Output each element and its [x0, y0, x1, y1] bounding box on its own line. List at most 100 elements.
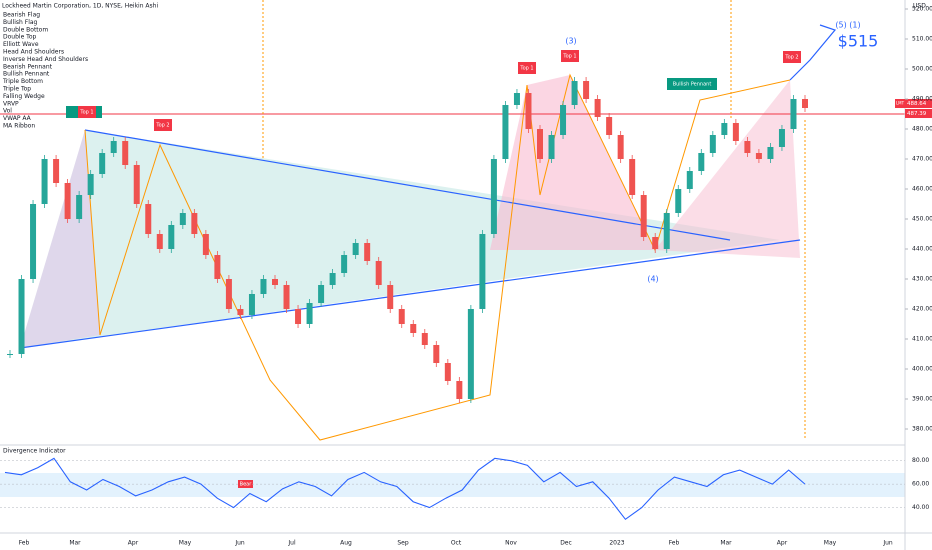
- price-label: 488.64: [907, 101, 927, 107]
- indicator-name: Vol: [3, 108, 12, 115]
- annotation: Top 1: [519, 66, 533, 72]
- candle: [663, 213, 670, 249]
- candle: [721, 123, 728, 135]
- candle: [76, 195, 83, 219]
- candle: [502, 105, 509, 159]
- y-tick-label: 510.00: [912, 36, 932, 43]
- wave-line: [84, 73, 791, 441]
- annotation: Top 2: [784, 55, 798, 61]
- x-tick-label: Dec: [560, 540, 572, 547]
- divergence-label: Bear: [240, 482, 253, 488]
- osc-line: [4, 457, 806, 521]
- pattern: [655, 80, 800, 258]
- y-tick-label: 480.00: [912, 126, 932, 133]
- label-box: [783, 51, 801, 63]
- candle: [652, 237, 659, 249]
- candle: [479, 234, 486, 309]
- candle: [560, 105, 567, 135]
- label-box: [561, 50, 579, 62]
- osc-tick-label: 80.00: [912, 457, 929, 464]
- candle: [571, 81, 578, 105]
- indicator-name: Triple Bottom: [2, 78, 43, 85]
- osc-title: Divergence Indicator: [3, 448, 66, 455]
- annotation: Top 1: [79, 110, 93, 116]
- y-tick-label: 460.00: [912, 186, 932, 193]
- y-tick-label: 450.00: [912, 216, 932, 223]
- candle: [410, 324, 417, 333]
- candle: [110, 141, 117, 153]
- candle: [179, 213, 186, 225]
- x-tick-label: Jun: [234, 540, 245, 547]
- indicator-name: Elliott Wave: [3, 41, 39, 48]
- candle: [629, 159, 636, 195]
- x-tick-label: Nov: [505, 540, 517, 547]
- y-tick-label: 440.00: [912, 246, 932, 253]
- candle: [583, 81, 590, 99]
- candle: [513, 93, 520, 105]
- candle: [467, 309, 474, 399]
- indicator-name: Double Top: [3, 34, 36, 41]
- label-box: [78, 106, 96, 118]
- y-tick-label: 500.00: [912, 66, 932, 73]
- candle: [537, 129, 543, 159]
- candle: [214, 255, 221, 279]
- candle: [732, 123, 739, 141]
- currency: USD: [913, 3, 926, 10]
- candle: [64, 183, 71, 219]
- x-tick-label: May: [824, 540, 837, 547]
- osc-tick-label: 60.00: [912, 481, 929, 488]
- candle: [156, 234, 163, 249]
- candle: [617, 135, 624, 159]
- candle: [525, 93, 532, 129]
- label-box: [518, 62, 536, 74]
- annotation: Top 1: [562, 54, 576, 60]
- candle: [755, 153, 762, 159]
- x-tick-label: Jul: [287, 540, 296, 547]
- candle: [145, 204, 152, 234]
- candle: [709, 135, 716, 153]
- candle: [248, 294, 255, 315]
- indicator-name: Bullish Pennant: [3, 71, 50, 78]
- candle: [548, 135, 555, 159]
- candle: [30, 204, 37, 279]
- pattern: [20, 130, 100, 348]
- candle: [260, 279, 267, 294]
- y-tick-label: 410.00: [912, 336, 932, 343]
- x-tick-label: May: [179, 540, 192, 547]
- trend-line: [19, 239, 801, 349]
- candle: [675, 189, 682, 213]
- indicator-name: Bearish Pennant: [3, 63, 53, 70]
- indicator-name: Head And Shoulders: [3, 49, 64, 56]
- candle: [53, 159, 60, 183]
- x-tick-label: Mar: [69, 540, 81, 547]
- annotation: Bullish Pennant: [673, 82, 712, 88]
- label-box: [905, 109, 932, 118]
- candle: [352, 243, 359, 255]
- y-tick-label: 470.00: [912, 156, 932, 163]
- x-tick-label: Feb: [19, 540, 30, 547]
- label-box: [667, 78, 717, 90]
- symbol-label: LMT: [896, 101, 905, 106]
- indicator-name: Bullish Flag: [3, 19, 38, 26]
- candle: [421, 333, 428, 345]
- candle: [341, 255, 348, 273]
- trend-line: [84, 129, 731, 241]
- x-tick-label: 2023: [609, 540, 624, 547]
- chart-title: Lockheed Martin Corporation, 1D, NYSE, H…: [2, 3, 158, 10]
- candle: [594, 99, 601, 117]
- annotation: (5) (1): [835, 21, 860, 30]
- candle: [168, 225, 175, 249]
- indicator-name: Double Bottom: [3, 26, 48, 33]
- y-tick-label: 490.00: [912, 96, 932, 103]
- label-box: [895, 99, 905, 108]
- triangle-pattern: [20, 130, 780, 348]
- candle: [225, 279, 232, 309]
- indicator-name: Bearish Flag: [3, 12, 40, 19]
- y-tick-label: 430.00: [912, 276, 932, 283]
- candle: [606, 117, 613, 135]
- candle: [272, 279, 278, 285]
- candle: [778, 129, 785, 147]
- candle: [191, 213, 198, 234]
